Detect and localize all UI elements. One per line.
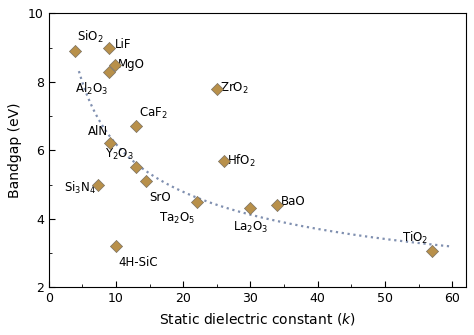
Text: Ta$_2$O$_5$: Ta$_2$O$_5$	[159, 211, 195, 226]
Point	[220, 158, 228, 163]
Text: HfO$_2$: HfO$_2$	[227, 152, 255, 169]
Text: La$_2$O$_3$: La$_2$O$_3$	[233, 219, 268, 234]
Point	[213, 86, 220, 91]
Y-axis label: Bandgap (eV): Bandgap (eV)	[9, 103, 22, 198]
Text: Si$_3$N$_4$: Si$_3$N$_4$	[64, 180, 96, 196]
X-axis label: Static dielectric constant ($k$): Static dielectric constant ($k$)	[159, 311, 356, 327]
Text: Y$_2$O$_3$: Y$_2$O$_3$	[105, 147, 134, 162]
Text: TiO$_2$: TiO$_2$	[402, 230, 428, 246]
Text: Al$_2$O$_3$: Al$_2$O$_3$	[75, 81, 108, 97]
Point	[132, 165, 140, 170]
Point	[71, 48, 79, 54]
Point	[428, 249, 436, 254]
Point	[273, 202, 281, 208]
Point	[142, 179, 150, 184]
Point	[111, 62, 118, 67]
Point	[112, 244, 119, 249]
Text: MgO: MgO	[118, 58, 145, 71]
Point	[105, 45, 113, 50]
Point	[193, 199, 201, 204]
Point	[246, 206, 254, 211]
Text: AlN: AlN	[88, 125, 108, 138]
Text: CaF$_2$: CaF$_2$	[139, 106, 168, 121]
Text: SiO$_2$: SiO$_2$	[77, 29, 103, 45]
Text: 4H-SiC: 4H-SiC	[118, 256, 158, 269]
Point	[132, 124, 140, 129]
Text: SrO: SrO	[149, 191, 171, 204]
Point	[105, 69, 113, 74]
Text: ZrO$_2$: ZrO$_2$	[220, 81, 249, 96]
Text: LiF: LiF	[115, 38, 131, 51]
Text: BaO: BaO	[281, 195, 305, 208]
Point	[106, 141, 114, 146]
Point	[95, 182, 102, 187]
